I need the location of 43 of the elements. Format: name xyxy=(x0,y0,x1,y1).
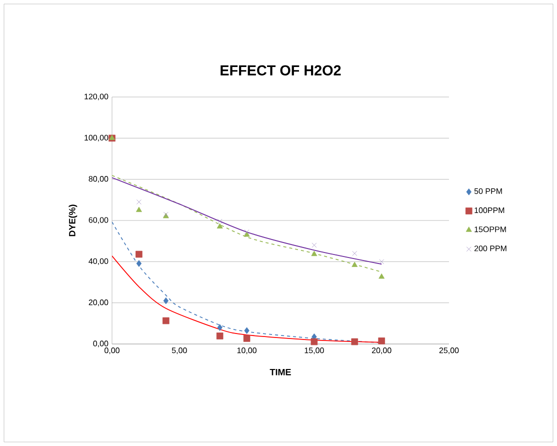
x-tick-label: 20,00 xyxy=(372,348,392,354)
point xyxy=(162,317,170,324)
point xyxy=(216,332,224,340)
legend-label: 15OPPM xyxy=(474,226,506,232)
point xyxy=(351,338,358,346)
point xyxy=(378,273,385,279)
point xyxy=(136,206,142,212)
point xyxy=(310,338,318,346)
y-tick-label: 120,00 xyxy=(84,94,108,100)
y-tick-label: 80,00 xyxy=(88,176,108,183)
point xyxy=(136,200,142,204)
legend-label: 200 PPM xyxy=(474,246,506,252)
point xyxy=(311,250,318,256)
y-tick-label: 60,00 xyxy=(88,217,108,224)
point xyxy=(217,324,222,331)
y-tick-label: 20,00 xyxy=(88,300,108,306)
point xyxy=(163,297,169,304)
point xyxy=(136,260,142,267)
x-tick-label: 15,00 xyxy=(304,348,324,354)
point xyxy=(217,218,222,224)
point xyxy=(244,232,250,237)
point xyxy=(136,250,142,258)
y-axis-title: DYE(%) xyxy=(68,204,78,236)
chart-title: EFFECT OF H2O2 xyxy=(220,65,341,76)
point xyxy=(216,223,223,228)
point xyxy=(312,242,317,248)
legend-label: 100PPM xyxy=(474,207,504,214)
point xyxy=(244,327,250,334)
point xyxy=(244,230,250,234)
legend-label: 50 PPM xyxy=(474,188,502,194)
point xyxy=(378,338,385,344)
y-tick-label: 0,00 xyxy=(93,340,108,348)
x-tick-label: 5,00 xyxy=(172,348,187,354)
point xyxy=(352,262,358,267)
x-tick-label: 0,00 xyxy=(104,348,120,354)
x-tick-label: 25,00 xyxy=(439,348,459,354)
point xyxy=(379,259,384,264)
x-tick-label: 10,00 xyxy=(237,348,256,354)
x-axis-title: TIME xyxy=(270,368,291,376)
point xyxy=(352,250,358,256)
y-tick-label: 40,00 xyxy=(88,258,108,265)
point xyxy=(243,335,250,342)
y-tick-label: 100,00 xyxy=(84,134,108,142)
